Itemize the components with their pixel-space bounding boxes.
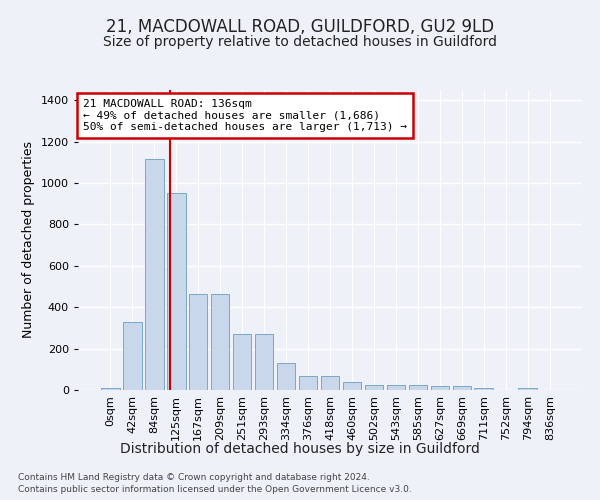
Bar — [233, 334, 251, 390]
Text: Size of property relative to detached houses in Guildford: Size of property relative to detached ho… — [103, 35, 497, 49]
Bar — [320, 376, 340, 390]
Bar — [123, 322, 142, 390]
Text: Distribution of detached houses by size in Guildford: Distribution of detached houses by size … — [120, 442, 480, 456]
Bar — [343, 382, 361, 390]
Bar — [452, 386, 471, 390]
Bar — [255, 334, 274, 390]
Text: Contains public sector information licensed under the Open Government Licence v3: Contains public sector information licen… — [18, 485, 412, 494]
Bar — [167, 194, 185, 390]
Text: Contains HM Land Registry data © Crown copyright and database right 2024.: Contains HM Land Registry data © Crown c… — [18, 472, 370, 482]
Bar — [518, 388, 537, 390]
Bar — [475, 388, 493, 390]
Bar — [145, 160, 164, 390]
Bar — [277, 363, 295, 390]
Bar — [386, 385, 405, 390]
Bar — [101, 388, 119, 390]
Text: 21, MACDOWALL ROAD, GUILDFORD, GU2 9LD: 21, MACDOWALL ROAD, GUILDFORD, GU2 9LD — [106, 18, 494, 36]
Text: 21 MACDOWALL ROAD: 136sqm
← 49% of detached houses are smaller (1,686)
50% of se: 21 MACDOWALL ROAD: 136sqm ← 49% of detac… — [83, 99, 407, 132]
Bar — [431, 386, 449, 390]
Bar — [409, 385, 427, 390]
Bar — [211, 294, 229, 390]
Bar — [365, 385, 383, 390]
Y-axis label: Number of detached properties: Number of detached properties — [22, 142, 35, 338]
Bar — [189, 294, 208, 390]
Bar — [299, 376, 317, 390]
